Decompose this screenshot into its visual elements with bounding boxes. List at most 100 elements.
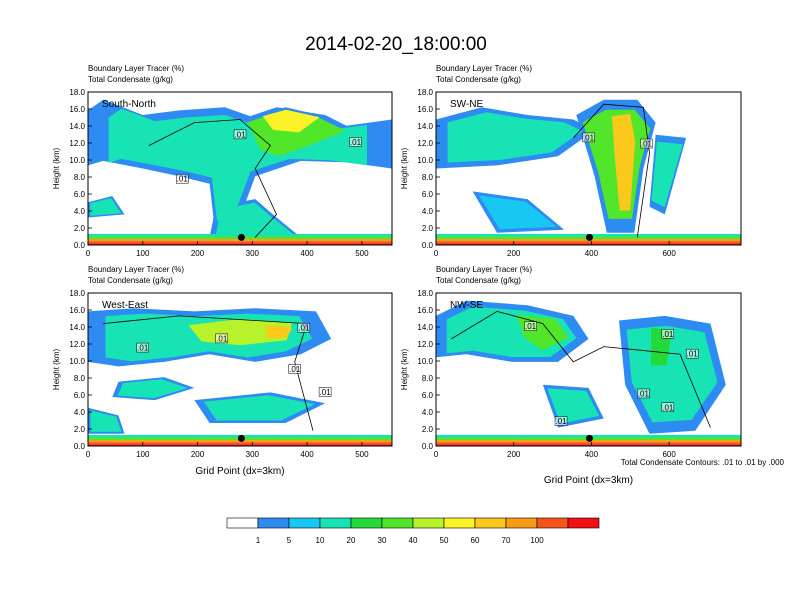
x-tick-label: 100 bbox=[136, 249, 150, 258]
panel-title-line1: Boundary Layer Tracer (%) bbox=[436, 64, 532, 73]
contour-label-box bbox=[136, 342, 149, 353]
x-tick-label: 0 bbox=[434, 450, 439, 459]
contour-label-box bbox=[661, 329, 675, 339]
y-tick-label: 12.0 bbox=[417, 139, 433, 148]
y-tick-label: 14.0 bbox=[69, 323, 85, 332]
panel-1: .01 .01 SW-NE Boundary Layer Tracer (%) Tota… bbox=[400, 64, 742, 258]
y-tick-label: 2.0 bbox=[422, 425, 434, 434]
x-tick-label: 300 bbox=[246, 249, 260, 258]
y-tick-label: 16.0 bbox=[417, 105, 433, 114]
contour-label: .01 bbox=[320, 388, 332, 397]
tracer-field: .01 .01 .01 .01 .01 bbox=[88, 308, 392, 446]
tracer-field: .01 .01 bbox=[436, 99, 741, 245]
field-region bbox=[611, 113, 636, 211]
condensate-contour bbox=[148, 119, 277, 238]
panel-title-line1: Boundary Layer Tracer (%) bbox=[88, 64, 184, 73]
field-region bbox=[262, 109, 320, 133]
page-title: 2014-02-20_18:00:00 bbox=[305, 34, 487, 55]
colorbar-swatch bbox=[443, 517, 476, 529]
contour-label: .01 bbox=[687, 350, 699, 359]
y-tick-label: 0.0 bbox=[422, 442, 434, 451]
y-tick-label: 14.0 bbox=[417, 122, 433, 131]
panel-title-line2: Total Condensate (g/kg) bbox=[88, 276, 173, 285]
y-axis-label: Height (km) bbox=[400, 147, 409, 189]
contour-label: .01 bbox=[638, 389, 650, 398]
y-tick-label: 6.0 bbox=[74, 391, 86, 400]
x-axis-label: Grid Point (dx=3km) bbox=[544, 475, 633, 486]
y-tick-label: 16.0 bbox=[69, 105, 85, 114]
y-tick-label: 14.0 bbox=[69, 122, 85, 131]
boundary-layer-band bbox=[88, 241, 392, 244]
x-tick-label: 200 bbox=[507, 249, 521, 258]
panel-3: .01 .01 .01 .01 .01 .01 NW-SE Boundary Layer Tr… bbox=[400, 265, 742, 486]
x-tick-label: 200 bbox=[191, 249, 205, 258]
contour-label-box bbox=[175, 173, 189, 184]
colorbar-swatch bbox=[288, 517, 321, 529]
y-tick-label: 12.0 bbox=[69, 340, 85, 349]
contour-label: .01 bbox=[662, 330, 674, 339]
y-tick-label: 10.0 bbox=[417, 357, 433, 366]
plot-frame bbox=[87, 91, 393, 246]
y-tick-label: 8.0 bbox=[422, 374, 434, 383]
x-tick-label: 200 bbox=[507, 450, 521, 459]
colorbar-label: 60 bbox=[471, 536, 480, 545]
y-tick-label: 16.0 bbox=[417, 306, 433, 315]
field-region bbox=[117, 379, 188, 399]
panel-label: NW-SE bbox=[450, 300, 483, 311]
panels: .01 .01 .01 South-North Boundary Layer Trace… bbox=[52, 64, 742, 486]
y-tick-label: 18.0 bbox=[69, 88, 85, 97]
site-marker bbox=[585, 434, 593, 442]
y-tick-label: 16.0 bbox=[69, 306, 85, 315]
y-tick-label: 2.0 bbox=[74, 425, 86, 434]
contour-label-box bbox=[318, 387, 332, 397]
contour-label: .01 bbox=[289, 365, 301, 374]
contour-label-box bbox=[582, 132, 595, 143]
x-tick-label: 0 bbox=[434, 249, 439, 258]
tracer-field: .01 .01 .01 .01 .01 .01 bbox=[436, 300, 741, 446]
colorbar-label: 40 bbox=[409, 536, 418, 545]
y-tick-label: 4.0 bbox=[74, 408, 86, 417]
boundary-layer-band bbox=[436, 444, 741, 446]
x-tick-label: 600 bbox=[662, 249, 676, 258]
boundary-layer-band bbox=[436, 442, 741, 445]
boundary-layer-band bbox=[88, 442, 392, 445]
contour-label: .01 bbox=[298, 324, 310, 333]
y-tick-label: 4.0 bbox=[422, 408, 434, 417]
contour-label: .01 bbox=[177, 175, 189, 184]
field-region bbox=[547, 388, 600, 424]
x-tick-label: 400 bbox=[585, 450, 599, 459]
field-region bbox=[447, 112, 583, 163]
x-tick-label: 500 bbox=[355, 249, 369, 258]
colorbar-swatch bbox=[412, 517, 445, 529]
plot-frame bbox=[87, 292, 393, 447]
contour-label-box bbox=[349, 137, 362, 147]
colorbar-label: 20 bbox=[347, 536, 356, 545]
y-tick-label: 2.0 bbox=[74, 224, 86, 233]
contour-label-box bbox=[524, 321, 537, 331]
colorbar-label: 10 bbox=[316, 536, 325, 545]
y-tick-label: 10.0 bbox=[69, 357, 85, 366]
x-tick-label: 500 bbox=[355, 450, 369, 459]
y-tick-label: 6.0 bbox=[422, 391, 434, 400]
x-tick-label: 300 bbox=[246, 450, 260, 459]
contour-label-box bbox=[637, 388, 650, 399]
field-region bbox=[266, 325, 293, 338]
y-tick-label: 4.0 bbox=[422, 207, 434, 216]
colorbar-label: 30 bbox=[378, 536, 387, 545]
plot-frame bbox=[435, 91, 742, 246]
contour-label: .01 bbox=[137, 344, 149, 353]
x-tick-label: 400 bbox=[300, 450, 314, 459]
y-tick-label: 18.0 bbox=[69, 289, 85, 298]
y-tick-label: 14.0 bbox=[417, 323, 433, 332]
panel-title-line2: Total Condensate (g/kg) bbox=[436, 276, 521, 285]
field-region bbox=[203, 395, 315, 421]
colorbar-swatch bbox=[536, 517, 569, 529]
y-tick-label: 0.0 bbox=[74, 442, 86, 451]
x-axis-label: Grid Point (dx=3km) bbox=[195, 466, 284, 477]
boundary-layer-band bbox=[88, 243, 392, 245]
colorbar-swatch bbox=[350, 517, 383, 529]
panel-label: West-East bbox=[102, 300, 148, 311]
contour-label-box bbox=[640, 138, 653, 149]
y-tick-label: 0.0 bbox=[74, 241, 86, 250]
y-tick-label: 6.0 bbox=[74, 190, 86, 199]
